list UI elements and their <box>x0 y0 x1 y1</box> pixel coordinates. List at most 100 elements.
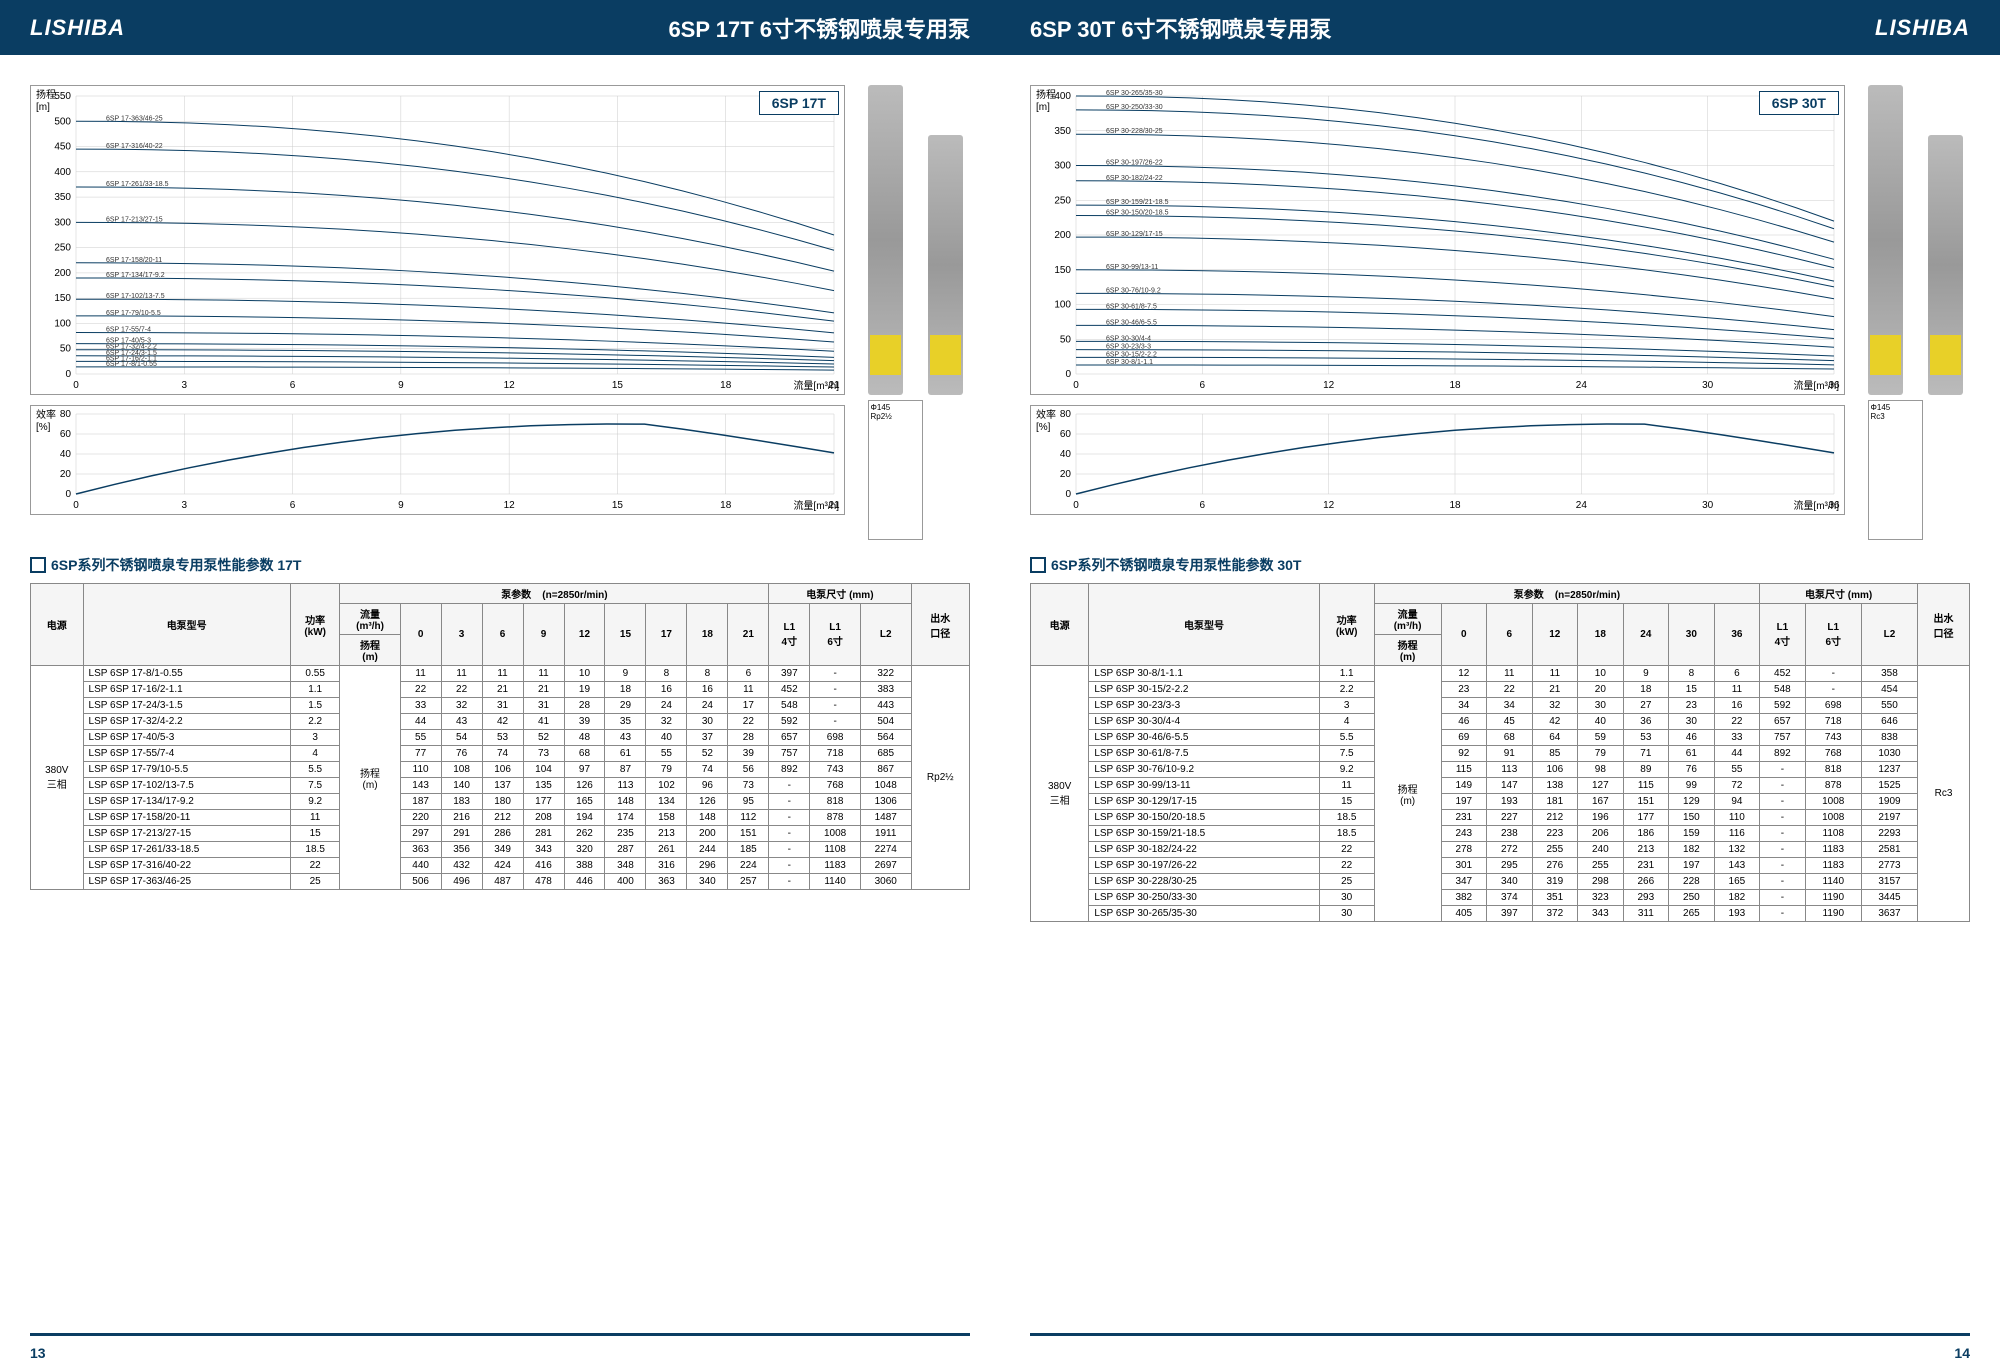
svg-text:6SP 30-15/2-2.2: 6SP 30-15/2-2.2 <box>1106 351 1157 358</box>
svg-text:200: 200 <box>54 268 71 279</box>
svg-text:6SP 30-159/21-18.5: 6SP 30-159/21-18.5 <box>1106 199 1169 206</box>
logo-left: LISHIBA <box>30 15 125 41</box>
table-row: LSP 6SP 30-159/21-18.518.524323822320618… <box>1031 826 1970 842</box>
pump-icon-2 <box>928 135 963 395</box>
table-row: LSP 6SP 17-316/40-2222440432424416388348… <box>31 858 970 874</box>
svg-text:6: 6 <box>1200 500 1206 511</box>
svg-text:30: 30 <box>1702 380 1714 391</box>
chart-area-left: 6SP 17T 05010015020025030035040045050055… <box>30 85 845 540</box>
svg-text:6SP 30-8/1-1.1: 6SP 30-8/1-1.1 <box>1106 359 1153 366</box>
eff-chart-left: 020406080036912151821效率[%]流量[m³/h] <box>30 405 845 515</box>
svg-text:60: 60 <box>60 429 72 440</box>
svg-text:[%]: [%] <box>1036 422 1051 433</box>
svg-text:6SP 30-150/20-18.5: 6SP 30-150/20-18.5 <box>1106 210 1169 217</box>
svg-text:0: 0 <box>1065 369 1071 380</box>
svg-text:[m]: [m] <box>36 102 50 113</box>
table-row: LSP 6SP 17-102/13-7.57.51431401371351261… <box>31 778 970 794</box>
svg-text:6SP 17-213/27-15: 6SP 17-213/27-15 <box>106 216 163 223</box>
table-row: LSP 6SP 30-99/13-11111491471381271159972… <box>1031 778 1970 794</box>
table-row: LSP 6SP 17-134/17-9.29.21871831801771651… <box>31 794 970 810</box>
table-row: LSP 6SP 30-76/10-9.29.211511310698897655… <box>1031 762 1970 778</box>
header-title-right: 6SP 30T 6寸不锈钢喷泉专用泵 <box>1030 12 1332 44</box>
svg-text:流量[m³/h]: 流量[m³/h] <box>793 499 839 512</box>
svg-text:3: 3 <box>182 500 188 511</box>
logo-right: LISHIBA <box>1875 15 1970 41</box>
svg-text:6SP 30-61/8-7.5: 6SP 30-61/8-7.5 <box>1106 303 1157 310</box>
svg-text:6SP 30-265/35-30: 6SP 30-265/35-30 <box>1106 90 1163 97</box>
svg-text:6: 6 <box>290 380 296 391</box>
svg-text:100: 100 <box>1054 300 1071 311</box>
section-icon <box>30 557 46 573</box>
svg-text:6SP 30-197/26-22: 6SP 30-197/26-22 <box>1106 160 1163 167</box>
spec-table-right: 电源电泵型号功率(kW)泵参数 (n=2850r/min)电泵尺寸 (mm)出水… <box>1030 583 1970 922</box>
right-page: 6SP 30T 6寸不锈钢喷泉专用泵 LISHIBA 6SP 30T 0 50 10… <box>1000 0 2000 1366</box>
svg-text:6SP 17-55/7-4: 6SP 17-55/7-4 <box>106 327 151 334</box>
section-title-text: 6SP系列不锈钢喷泉专用泵性能参数 30T <box>1051 555 1301 575</box>
svg-text:18: 18 <box>720 380 732 391</box>
footer-line-right <box>1030 1333 1970 1336</box>
table-row: LSP 6SP 30-182/24-2222278272255240213182… <box>1031 842 1970 858</box>
header-right: 6SP 30T 6寸不锈钢喷泉专用泵 LISHIBA <box>1000 0 2000 55</box>
spec-table-left: 电源电泵型号功率(kW)泵参数 (n=2850r/min)电泵尺寸 (mm)出水… <box>30 583 970 890</box>
eff-curve-right: 020406080061218243036效率[%]流量[m³/h] <box>1031 406 1844 514</box>
content-right: 6SP 30T 05010015020025030035040006121824… <box>1000 55 2000 932</box>
pump-col: Φ145Rp2½ <box>868 85 923 540</box>
table-row: LSP 6SP 30-265/35-3030405397372343311265… <box>1031 906 1970 922</box>
table-row: LSP 6SP 17-55/7-447776747368615552397577… <box>31 746 970 762</box>
table-row: LSP 6SP 17-79/10-5.55.511010810610497877… <box>31 762 970 778</box>
svg-text:24: 24 <box>1576 500 1588 511</box>
svg-text:流量[m³/h]: 流量[m³/h] <box>1793 499 1839 512</box>
svg-text:50: 50 <box>1060 334 1072 345</box>
svg-text:6SP 30-46/6-5.5: 6SP 30-46/6-5.5 <box>1106 319 1157 326</box>
svg-text:6: 6 <box>1200 380 1206 391</box>
svg-text:6SP 17-316/40-22: 6SP 17-316/40-22 <box>106 143 163 150</box>
svg-text:350: 350 <box>1054 126 1071 137</box>
svg-text:6SP 30-228/30-25: 6SP 30-228/30-25 <box>1106 128 1163 135</box>
page-num-right: 14 <box>1954 1345 1970 1361</box>
dim-diagram-left: Φ145Rp2½ <box>868 400 923 540</box>
svg-text:400: 400 <box>1054 91 1071 102</box>
table-row: LSP 6SP 30-46/6-5.55.5696864595346337577… <box>1031 730 1970 746</box>
chart-label-left: 6SP 17T <box>759 91 839 115</box>
table-row: 380V三相LSP 6SP 17-8/1-0.550.55扬程(m)111111… <box>31 666 970 682</box>
spec-table: 电源电泵型号功率(kW)泵参数 (n=2850r/min)电泵尺寸 (mm)出水… <box>30 583 970 890</box>
pump-icon <box>1868 85 1903 395</box>
svg-text:6SP 17-261/33-18.5: 6SP 17-261/33-18.5 <box>106 181 169 188</box>
table-row: LSP 6SP 17-213/27-1515297291286281262235… <box>31 826 970 842</box>
svg-text:0: 0 <box>73 500 79 511</box>
svg-text:60: 60 <box>1060 429 1072 440</box>
svg-text:6SP 17-134/17-9.2: 6SP 17-134/17-9.2 <box>106 272 165 279</box>
svg-text:0: 0 <box>1065 489 1071 500</box>
pump-col: Φ145Rc3 <box>1868 85 1923 540</box>
svg-text:6: 6 <box>290 500 296 511</box>
svg-text:80: 80 <box>60 409 72 420</box>
svg-text:0: 0 <box>65 369 71 380</box>
svg-text:400: 400 <box>54 167 71 178</box>
svg-text:6SP 30-99/13-11: 6SP 30-99/13-11 <box>1106 264 1158 271</box>
svg-text:500: 500 <box>54 116 71 127</box>
svg-text:250: 250 <box>54 243 71 254</box>
head-chart-right: 6SP 30T 05010015020025030035040006121824… <box>1030 85 1845 395</box>
chart-row-right: 6SP 30T 05010015020025030035040006121824… <box>1030 85 1970 540</box>
svg-text:扬程: 扬程 <box>1036 88 1056 101</box>
pump-image-left: Φ145Rp2½ <box>860 85 970 540</box>
table-row: LSP 6SP 17-363/46-2525506496487478446400… <box>31 874 970 890</box>
svg-text:150: 150 <box>1054 265 1071 276</box>
table-row: LSP 6SP 30-61/8-7.57.5929185797161448927… <box>1031 746 1970 762</box>
svg-text:6SP 30-250/33-30: 6SP 30-250/33-30 <box>1106 104 1163 111</box>
svg-text:15: 15 <box>612 500 624 511</box>
svg-text:18: 18 <box>1449 500 1461 511</box>
chart-area-right: 6SP 30T 05010015020025030035040006121824… <box>1030 85 1845 540</box>
svg-text:20: 20 <box>1060 469 1072 480</box>
table-row: LSP 6SP 17-261/33-18.518.536335634934332… <box>31 842 970 858</box>
left-page: LISHIBA 6SP 17T 6寸不锈钢喷泉专用泵 6SP 17T 05010… <box>0 0 1000 1366</box>
pump-icon <box>868 85 903 395</box>
pump-icon-2 <box>1928 135 1963 395</box>
chart-label-right: 6SP 30T <box>1759 91 1839 115</box>
svg-text:0: 0 <box>1073 380 1079 391</box>
svg-text:流量[m³/h]: 流量[m³/h] <box>1793 379 1839 392</box>
svg-text:12: 12 <box>1323 380 1335 391</box>
svg-text:6SP 30-30/4-4: 6SP 30-30/4-4 <box>1106 335 1151 342</box>
svg-text:350: 350 <box>54 192 71 203</box>
svg-text:250: 250 <box>1054 195 1071 206</box>
